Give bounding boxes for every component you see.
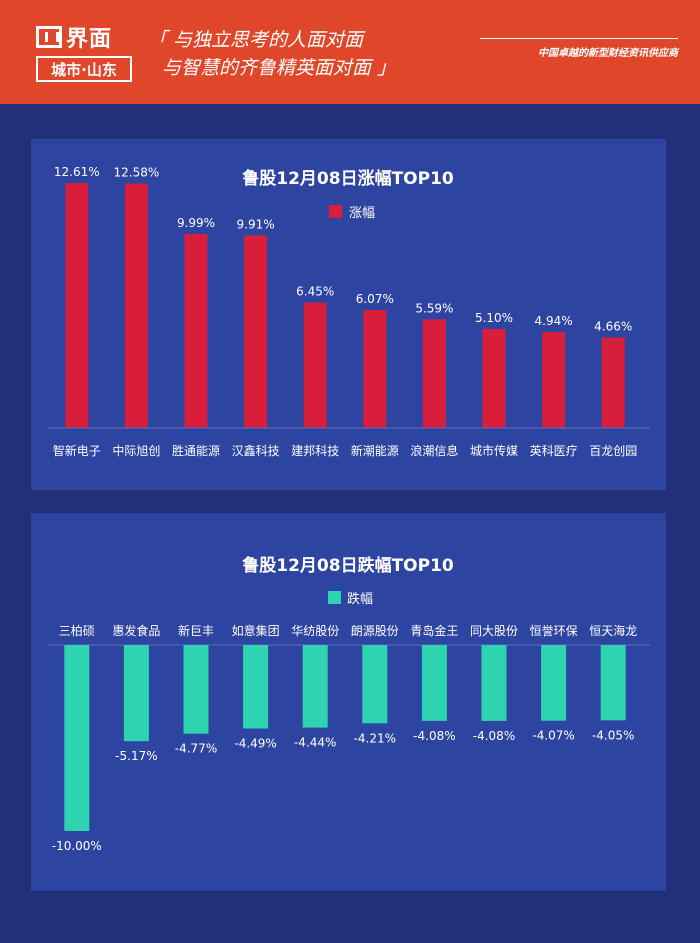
data-label-gain-7: 5.10% <box>475 311 513 325</box>
bar-gain-1 <box>124 183 148 428</box>
bar-loss-6 <box>421 645 447 721</box>
category-label-gain-6: 浪潮信息 <box>410 443 458 458</box>
bar-gain-7 <box>482 328 506 428</box>
chart-title: 鲁股12月08日跌幅TOP10 <box>242 555 454 576</box>
bar-loss-2 <box>183 645 209 734</box>
category-label-gain-1: 中际旭创 <box>112 443 160 458</box>
category-label-gain-9: 百龙创园 <box>589 444 637 458</box>
data-label-gain-0: 12.61% <box>54 165 100 179</box>
category-label-loss-5: 朗源股份 <box>351 624 399 638</box>
category-label-loss-9: 恒天海龙 <box>589 623 637 638</box>
bar-gain-8 <box>542 332 566 428</box>
chart-title: 鲁股12月08日涨幅TOP10 <box>242 168 454 189</box>
legend-swatch-gain <box>329 205 342 218</box>
data-label-gain-3: 9.91% <box>237 217 275 231</box>
data-label-gain-4: 6.45% <box>296 285 334 299</box>
data-label-loss-1: -5.17% <box>115 749 157 763</box>
data-label-loss-8: -4.07% <box>532 729 574 743</box>
tagline-divider <box>480 38 678 39</box>
data-label-loss-0: -10.00% <box>52 839 102 853</box>
data-label-loss-9: -4.05% <box>592 728 634 742</box>
bar-loss-1 <box>123 645 149 742</box>
category-label-loss-6: 青岛金王 <box>410 623 458 638</box>
logo-city: 城市·山东 <box>36 56 132 82</box>
category-label-loss-4: 华纺股份 <box>291 624 339 638</box>
legend-label-loss: 跌幅 <box>347 591 373 607</box>
data-label-loss-2: -4.77% <box>175 742 217 756</box>
tagline: 中国卓越的新型财经资讯供应商 <box>538 48 678 59</box>
bar-loss-3 <box>243 645 269 729</box>
bar-loss-8 <box>541 645 567 721</box>
category-label-gain-5: 新潮能源 <box>351 443 399 458</box>
bar-gain-3 <box>244 235 268 428</box>
category-label-gain-4: 建邦科技 <box>291 444 339 458</box>
category-label-gain-8: 英科医疗 <box>530 444 578 458</box>
bar-gain-9 <box>601 337 625 428</box>
data-label-loss-6: -4.08% <box>413 729 455 743</box>
bar-gain-4 <box>303 302 327 428</box>
bar-gain-0 <box>65 183 89 428</box>
data-label-loss-7: -4.08% <box>473 729 515 743</box>
category-label-loss-2: 新巨丰 <box>178 623 214 638</box>
bar-gain-5 <box>363 310 387 428</box>
bar-loss-4 <box>302 645 328 728</box>
bar-gain-6 <box>422 319 446 428</box>
data-label-gain-5: 6.07% <box>356 292 394 306</box>
category-label-loss-0: 三柏硕 <box>59 623 95 638</box>
bar-loss-9 <box>600 645 626 721</box>
losers-panel: 鲁股12月08日跌幅TOP10 跌幅三柏硕 -10.00% 惠发食品 -5.17% 新巨丰… <box>31 513 666 891</box>
slogan-line-1: 「 与独立思考的人面对面 <box>148 29 364 51</box>
data-label-gain-8: 4.94% <box>535 314 573 328</box>
bar-loss-5 <box>362 645 388 724</box>
category-label-gain-0: 智新电子 <box>53 443 101 458</box>
logo-mark-icon <box>36 26 62 48</box>
gainers-chart: 鲁股12月08日涨幅TOP10 涨幅 12.61% 智新电子 12.58% 中际旭创 9.9… <box>47 165 650 458</box>
gainers-panel: 鲁股12月08日涨幅TOP10 涨幅 12.61% 智新电子 12.58% 中际旭创 9.9… <box>31 139 666 490</box>
bar-loss-0 <box>64 645 90 831</box>
logo: 界面 城市·山东 <box>36 22 132 84</box>
legend-swatch-loss <box>328 591 341 604</box>
bar-gain-2 <box>184 233 208 428</box>
header-banner: 界面 城市·山东 「 与独立思考的人面对面 与智慧的齐鲁精英面对面 」 中国卓越… <box>0 0 700 104</box>
slogan: 「 与独立思考的人面对面 与智慧的齐鲁精英面对面 」 <box>148 26 396 82</box>
data-label-gain-1: 12.58% <box>114 166 160 180</box>
bar-loss-7 <box>481 645 507 721</box>
slogan-line-2: 与智慧的齐鲁精英面对面 」 <box>162 57 397 79</box>
category-label-loss-3: 如意集团 <box>232 623 280 638</box>
category-label-loss-7: 同大股份 <box>470 624 518 638</box>
category-label-loss-8: 恒誉环保 <box>530 624 578 638</box>
data-label-loss-3: -4.49% <box>234 737 276 751</box>
data-label-gain-9: 4.66% <box>594 319 632 333</box>
data-label-gain-2: 9.99% <box>177 216 215 230</box>
category-label-gain-7: 城市传媒 <box>470 443 518 458</box>
data-label-gain-6: 5.59% <box>415 301 453 315</box>
category-label-gain-2: 胜通能源 <box>172 443 220 458</box>
data-label-loss-5: -4.21% <box>354 731 396 745</box>
data-label-loss-4: -4.44% <box>294 736 336 750</box>
logo-name: 界面 <box>66 27 113 52</box>
category-label-gain-3: 汉鑫科技 <box>232 443 280 458</box>
category-label-loss-1: 惠发食品 <box>112 623 160 638</box>
legend-label-gain: 涨幅 <box>349 206 375 221</box>
